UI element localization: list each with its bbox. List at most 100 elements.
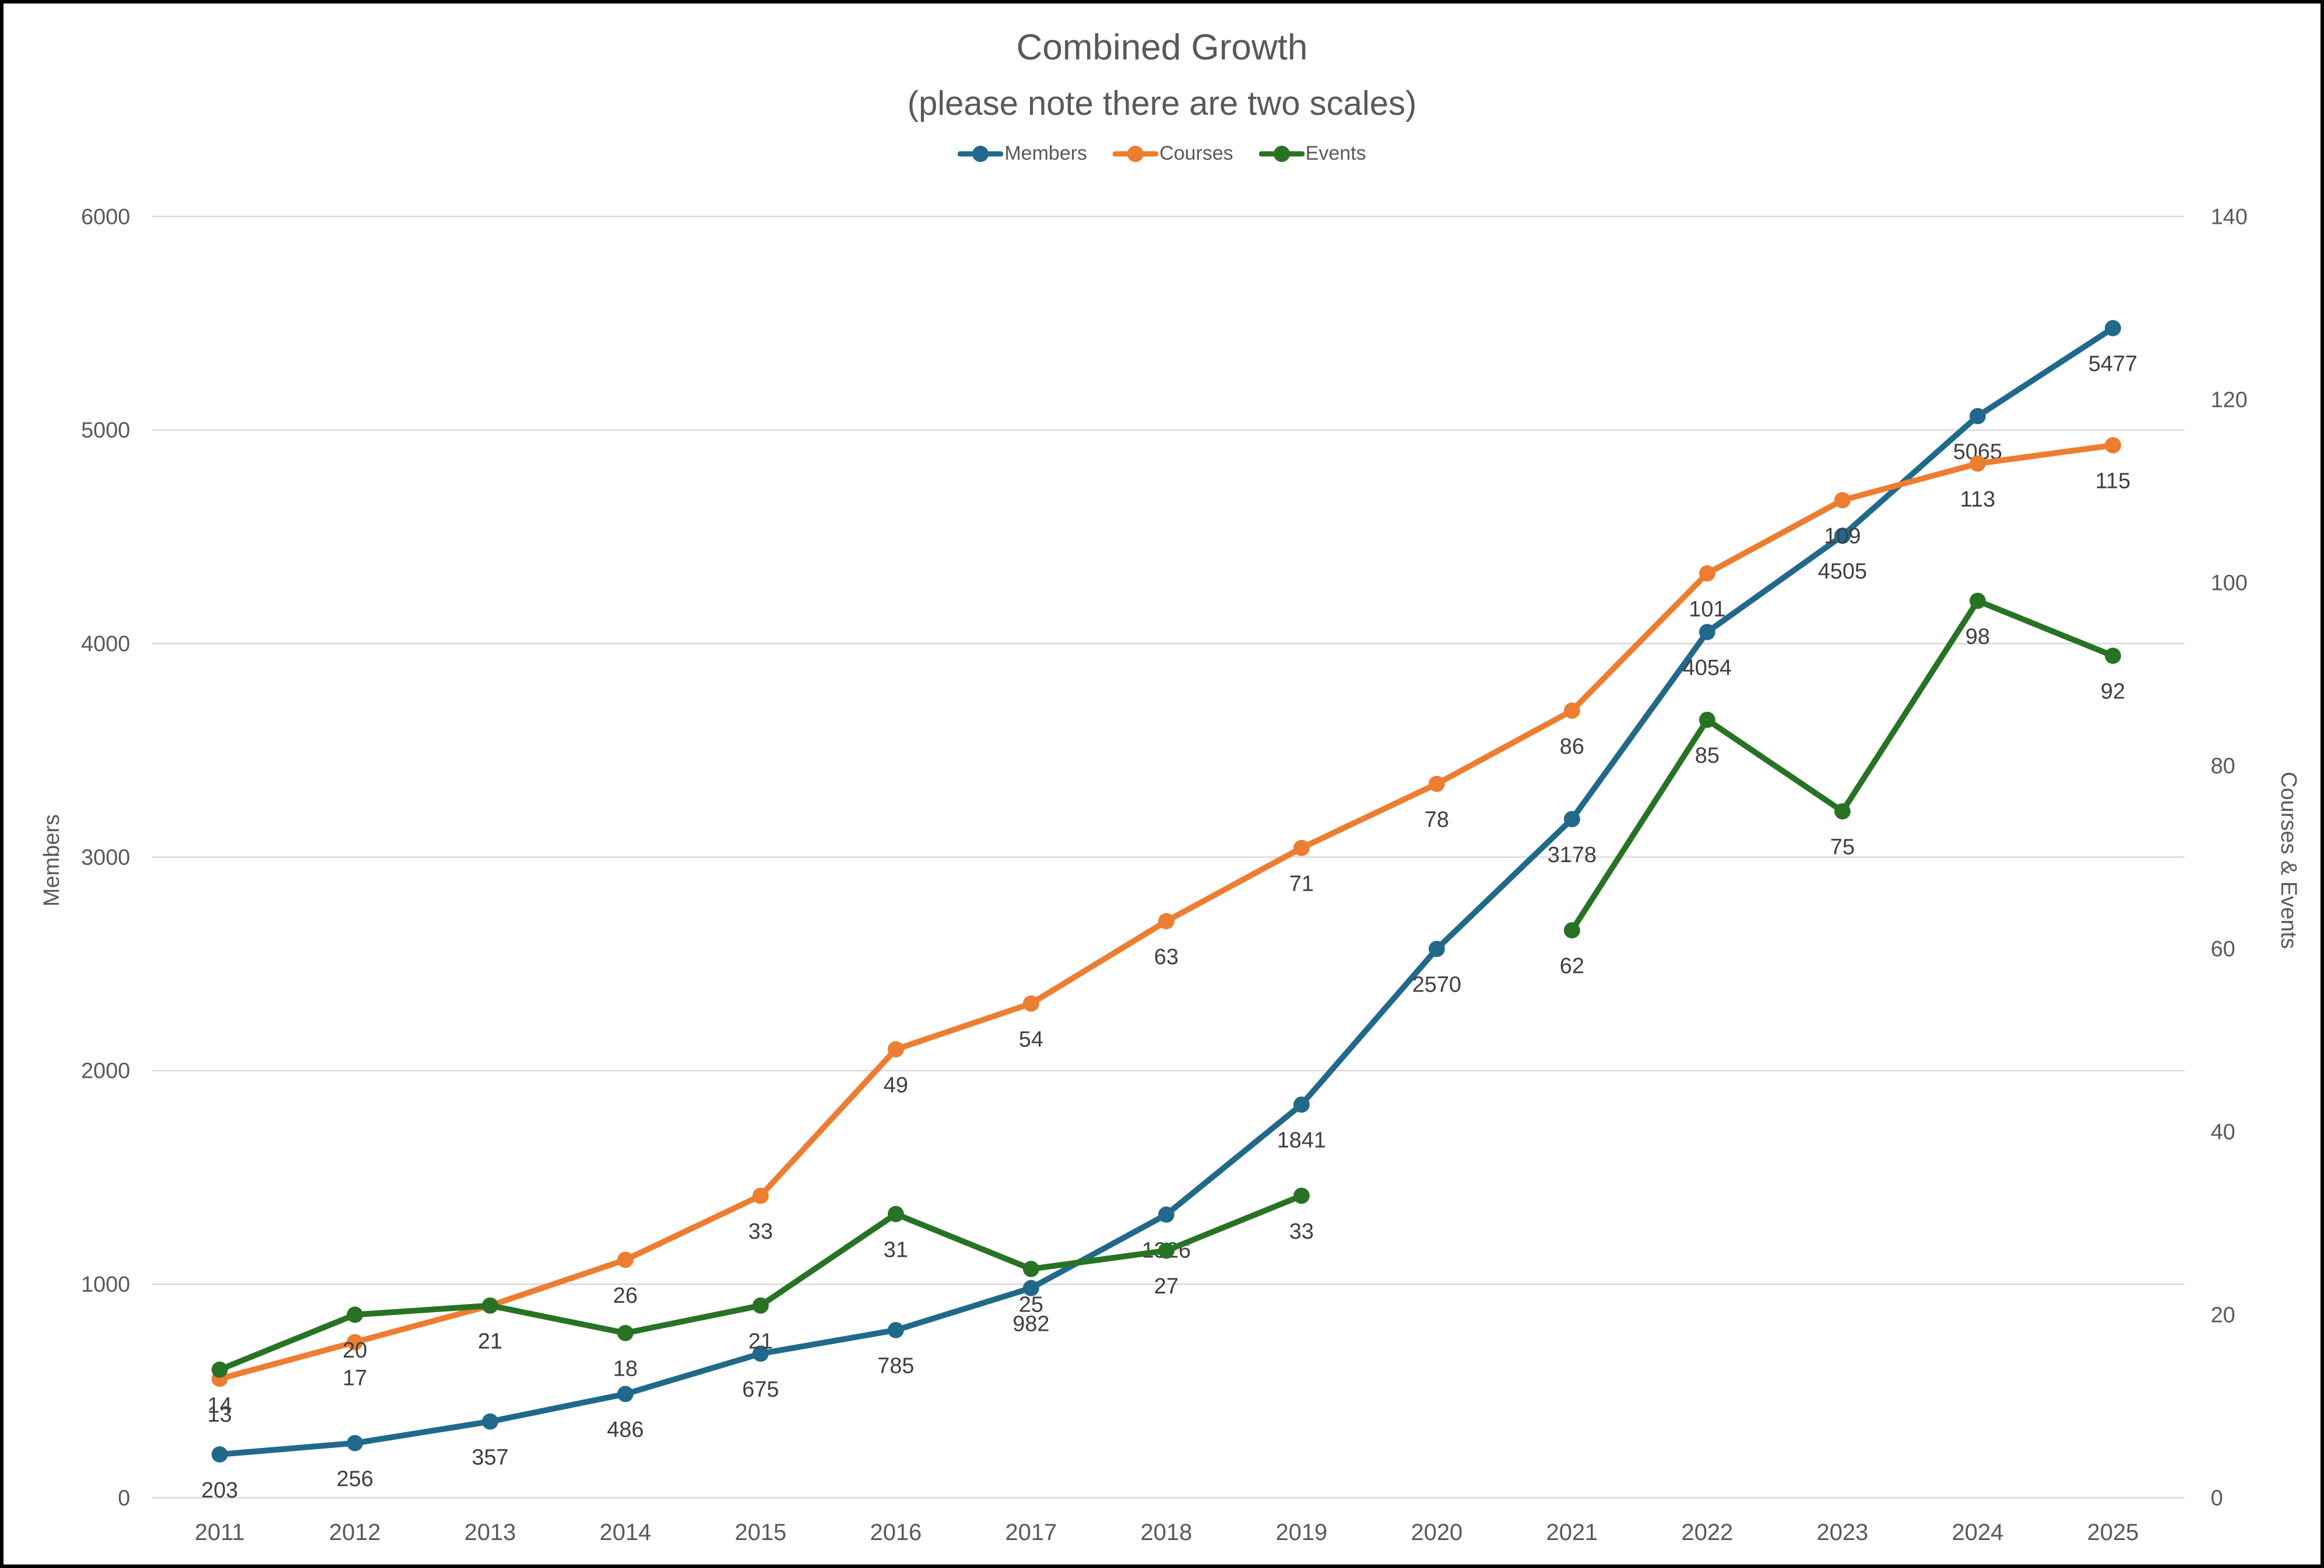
x-axis-tick-label: 2013 [465,1520,516,1545]
data-label-events: 75 [1830,835,1855,860]
data-point-events [1158,1242,1175,1259]
data-label-events: 98 [1966,625,1990,649]
right-axis-tick-label: 20 [2211,1303,2235,1327]
data-label-events: 20 [343,1338,367,1363]
data-point-events [211,1361,228,1378]
right-axis-tick-label: 100 [2211,571,2248,595]
data-label-events: 21 [478,1329,502,1353]
data-point-courses [1428,775,1445,792]
data-point-events [617,1324,634,1341]
data-point-members [481,1413,498,1430]
data-label-courses: 78 [1425,808,1449,832]
right-axis-tick-label: 140 [2211,205,2248,229]
x-axis-tick-label: 2017 [1005,1520,1057,1545]
x-axis-tick-label: 2024 [1952,1520,2004,1545]
right-axis-title: Courses & Events [2276,771,2301,950]
data-point-courses [1022,995,1039,1012]
data-label-courses: 63 [1154,945,1179,969]
chart-legend: Members Courses Events [3,142,2321,165]
x-axis-tick-label: 2012 [329,1520,381,1545]
data-label-courses: 21 [478,1329,502,1353]
data-point-members [1834,528,1851,544]
data-label-events: 31 [884,1237,908,1262]
x-axis-tick-label: 2015 [735,1520,787,1545]
series-line-events [1569,597,2116,934]
data-point-events [752,1297,769,1314]
data-label-courses: 33 [748,1219,773,1244]
data-point-members [1699,624,1715,641]
legend-item-courses: Courses [1113,142,1233,165]
data-label-members: 486 [607,1418,644,1442]
data-label-members: 256 [336,1467,373,1491]
data-label-events: 27 [1154,1274,1179,1299]
data-point-events [1834,803,1851,820]
data-label-members: 2570 [1412,973,1461,997]
data-label-courses: 113 [1960,487,1995,512]
data-point-courses [1563,702,1580,719]
legend-marker-members-icon [958,145,1004,162]
data-point-members [617,1386,634,1402]
data-point-courses [1293,839,1310,856]
data-point-members [1969,407,1986,424]
left-axis-tick-label: 5000 [81,419,130,443]
legend-item-events: Events [1258,142,1366,165]
x-axis-tick-label: 2023 [1817,1520,1869,1545]
data-label-courses: 13 [208,1402,232,1427]
left-axis-tick-label: 0 [118,1486,130,1510]
x-axis-tick-label: 2018 [1141,1520,1193,1545]
data-label-courses: 54 [1019,1027,1043,1052]
right-axis-tick-label: 80 [2211,754,2235,778]
data-point-courses [1158,913,1175,930]
data-point-members [752,1345,769,1362]
data-point-members [1293,1096,1310,1113]
data-label-members: 357 [472,1445,508,1469]
data-label-courses: 101 [1689,597,1725,621]
right-axis-tick-label: 60 [2211,937,2235,961]
data-point-members [1428,941,1445,957]
x-axis-tick-label: 2011 [195,1520,245,1545]
data-label-members: 3178 [1548,843,1597,867]
data-point-events [1563,922,1580,938]
left-axis-tick-label: 6000 [81,205,130,229]
x-axis-tick-label: 2025 [2087,1520,2139,1545]
x-axis-tick-label: 2020 [1411,1520,1463,1545]
data-point-members [887,1321,904,1338]
data-point-courses [752,1187,769,1204]
data-label-members: 5477 [2089,352,2137,377]
data-label-events: 92 [2101,680,2125,704]
legend-label: Members [1004,142,1088,164]
x-axis-tick-label: 2019 [1276,1520,1328,1545]
chart-title: Combined Growth [1016,27,1308,68]
legend-marker-courses-icon [1113,145,1159,162]
data-point-events [346,1306,363,1323]
data-label-courses: 17 [343,1366,367,1390]
data-point-courses [1834,492,1851,509]
left-axis-tick-label: 2000 [81,1059,130,1084]
data-label-members: 785 [877,1354,914,1379]
x-axis-tick-label: 2016 [870,1520,922,1545]
data-label-events: 14 [208,1393,232,1418]
right-axis-tick-label: 40 [2211,1120,2235,1144]
legend-marker-events-icon [1258,145,1305,162]
data-point-events [1699,711,1715,728]
data-label-members: 1841 [1277,1128,1326,1153]
data-label-events: 62 [1560,954,1584,979]
data-label-members: 4505 [1818,560,1867,584]
data-label-courses: 86 [1560,734,1584,759]
data-label-courses: 71 [1289,871,1314,896]
data-point-members [1022,1279,1039,1296]
data-point-members [211,1446,228,1463]
legend-label: Courses [1159,142,1233,164]
data-point-events [2104,648,2121,664]
data-label-events: 85 [1695,744,1720,768]
data-point-events [1293,1187,1310,1204]
data-label-courses: 115 [2096,469,2130,494]
left-axis-tick-label: 4000 [81,632,130,656]
data-point-events [481,1297,498,1314]
chart-subtitle: (please note there are two scales) [907,85,1417,122]
data-point-events [1022,1261,1039,1277]
x-axis-tick-label: 2022 [1682,1520,1734,1545]
data-point-events [1969,592,1986,609]
right-axis-tick-label: 120 [2211,388,2248,412]
